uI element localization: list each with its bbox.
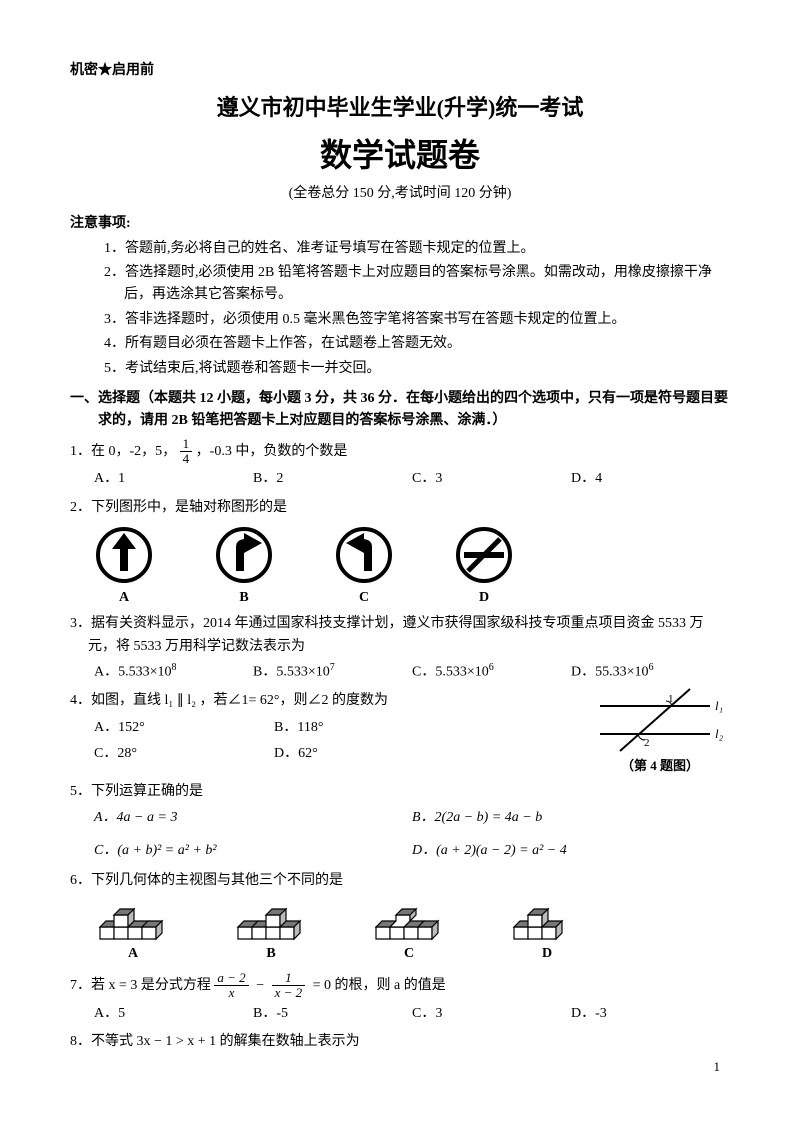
q2-fig-d: D (454, 525, 514, 609)
q2-fig-a: A (94, 525, 154, 609)
q4-options: A．152° B．118° C．28° D．62° (94, 715, 454, 768)
q1-fraction: 1 4 (180, 437, 193, 467)
q1-options: A．1 B．2 C．3 D．4 (94, 468, 730, 490)
q4-opt-c: C．28° (94, 743, 274, 765)
cubes-a-icon (94, 899, 172, 941)
q3-opt-b: B．5.533×107 (253, 660, 412, 684)
question-8: 8．不等式 3x − 1 > x + 1 的解集在数轴上表示为 (70, 1031, 730, 1053)
q5-opt-b: B．2(2a − b) = 4a − b (412, 807, 730, 829)
q2-figures: A B C D (94, 525, 730, 609)
q6-fig-b: B (232, 899, 310, 965)
svg-text:l₁: l₁ (715, 698, 723, 713)
notice-item: 1．答题前,务必将自己的姓名、准考证号填写在答题卡规定的位置上。 (104, 238, 730, 260)
q2-fig-b: B (214, 525, 274, 609)
q7-options: A．5 B．-5 C．3 D．-3 (94, 1003, 730, 1025)
cubes-b-icon (232, 899, 310, 941)
question-5: 5．下列运算正确的是 (70, 781, 730, 803)
q1-opt-d: D．4 (571, 468, 730, 490)
notice-item: 2．答选择题时,必须使用 2B 铅笔将答题卡上对应题目的答案标号涂黑。如需改动，… (104, 262, 730, 307)
question-3: 3．据有关资料显示，2014 年通过国家科技支撑计划，遵义市获得国家级科技专项重… (70, 613, 730, 658)
q7-opt-b: B．-5 (253, 1003, 412, 1025)
q6-fig-a: A (94, 899, 172, 965)
q6-fig-d: D (508, 899, 586, 965)
cubes-d-icon (508, 899, 586, 941)
q4-opt-b: B．118° (274, 717, 454, 739)
no-entry-icon (454, 525, 514, 585)
q7-frac-2: 1x − 2 (272, 971, 306, 1001)
q4-opt-a: A．152° (94, 717, 274, 739)
question-1: 1．在 0，-2，5， 1 4 ，-0.3 中，负数的个数是 (70, 437, 730, 467)
q7-opt-a: A．5 (94, 1003, 253, 1025)
cubes-c-icon (370, 899, 448, 941)
q5-opt-c: C．(a + b)² = a² + b² (94, 840, 412, 862)
arrow-up-icon (94, 525, 154, 585)
page-number: 1 (714, 1057, 721, 1078)
q5-opt-d: D．(a + 2)(a − 2) = a² − 4 (412, 840, 730, 862)
section-1-heading: 一、选择题（本题共 12 小题，每小题 3 分，共 36 分．在每小题给出的四个… (70, 388, 730, 433)
q4-opt-d: D．62° (274, 743, 454, 765)
svg-text:l₂: l₂ (715, 726, 724, 741)
notice-item: 3．答非选择题时，必须使用 0.5 毫米黑色签字笔将答案书写在答题卡规定的位置上… (104, 309, 730, 331)
q7-frac-1: a − 2x (214, 971, 248, 1001)
q1-text-b: ，-0.3 中，负数的个数是 (196, 444, 348, 459)
notice-list: 1．答题前,务必将自己的姓名、准考证号填写在答题卡规定的位置上。 2．答选择题时… (104, 238, 730, 380)
notice-item: 4．所有题目必须在答题卡上作答，在试题卷上答题无效。 (104, 333, 730, 355)
q4-figure: l₁ l₂ 1 2 （第 4 题图） (590, 686, 730, 777)
secret-label: 机密★启用前 (70, 60, 730, 82)
question-7: 7．若 x = 3 是分式方程 a − 2x − 1x − 2 = 0 的根，则… (70, 971, 730, 1001)
q5-options: A．4a − a = 3 B．2(2a − b) = 4a − b C．(a +… (94, 805, 730, 864)
q1-opt-b: B．2 (253, 468, 412, 490)
q1-opt-c: C．3 (412, 468, 571, 490)
parallel-lines-icon: l₁ l₂ 1 2 (590, 686, 730, 756)
q1-opt-a: A．1 (94, 468, 253, 490)
notice-heading: 注意事项: (70, 213, 730, 235)
exam-title: 遵义市初中毕业生学业(升学)统一考试 (70, 90, 730, 125)
q3-opt-c: C．5.533×106 (412, 660, 571, 684)
exam-info: (全卷总分 150 分,考试时间 120 分钟) (70, 183, 730, 205)
arrow-turn-right-icon (214, 525, 274, 585)
question-2: 2．下列图形中，是轴对称图形的是 (70, 497, 730, 519)
q7-opt-c: C．3 (412, 1003, 571, 1025)
question-6: 6．下列几何体的主视图与其他三个不同的是 (70, 870, 730, 892)
arrow-turn-left-icon (334, 525, 394, 585)
q3-opt-a: A．5.533×108 (94, 660, 253, 684)
q1-text-a: 1．在 0，-2，5， (70, 444, 176, 459)
q2-fig-c: C (334, 525, 394, 609)
subject-title: 数学试题卷 (70, 130, 730, 181)
svg-text:2: 2 (644, 737, 650, 749)
q6-figures: A B C (94, 899, 730, 965)
q3-opt-d: D．55.33×106 (571, 660, 730, 684)
q3-options: A．5.533×108 B．5.533×107 C．5.533×106 D．55… (94, 660, 730, 684)
q6-fig-c: C (370, 899, 448, 965)
notice-item: 5．考试结束后,将试题卷和答题卡一并交回。 (104, 358, 730, 380)
q5-opt-a: A．4a − a = 3 (94, 807, 412, 829)
q7-opt-d: D．-3 (571, 1003, 730, 1025)
